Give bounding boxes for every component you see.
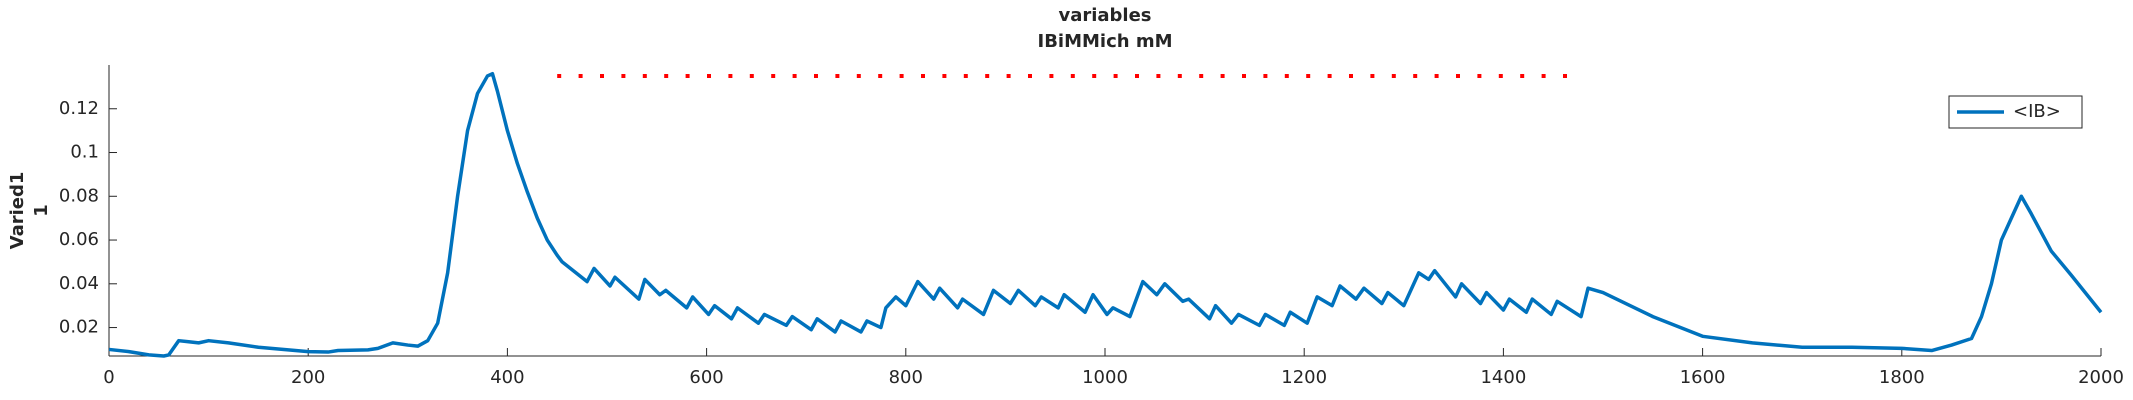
x-tick-label: 1200	[1281, 367, 1327, 388]
y-tick-label: 0.12	[59, 98, 99, 119]
x-tick-label: 2000	[2078, 367, 2124, 388]
x-tick-label: 0	[103, 367, 114, 388]
x-tick-label: 1000	[1082, 367, 1128, 388]
y-tick-label: 0.06	[59, 229, 99, 250]
x-tick-label: 1400	[1480, 367, 1526, 388]
y-tick-label: 0.02	[59, 317, 99, 338]
x-tick-label: 200	[291, 367, 325, 388]
x-tick-label: 400	[490, 367, 524, 388]
data-line	[108, 72, 2103, 358]
y-axis-label: 1	[31, 204, 52, 217]
y-tick-label: 0.08	[59, 185, 99, 206]
x-tick-label: 600	[689, 367, 723, 388]
x-tick-label: 800	[889, 367, 923, 388]
x-tick-label: 1600	[1680, 367, 1726, 388]
x-tick-label: 1800	[1879, 367, 1925, 388]
chart-title: variables	[1058, 5, 1151, 26]
y-axis-label: Varied1	[7, 172, 28, 250]
y-tick-label: 0.04	[59, 273, 99, 294]
chart-title: IBiMMich mM	[1038, 31, 1173, 52]
y-tick-label: 0.1	[70, 142, 99, 163]
legend-label: <IB>	[2013, 101, 2061, 122]
